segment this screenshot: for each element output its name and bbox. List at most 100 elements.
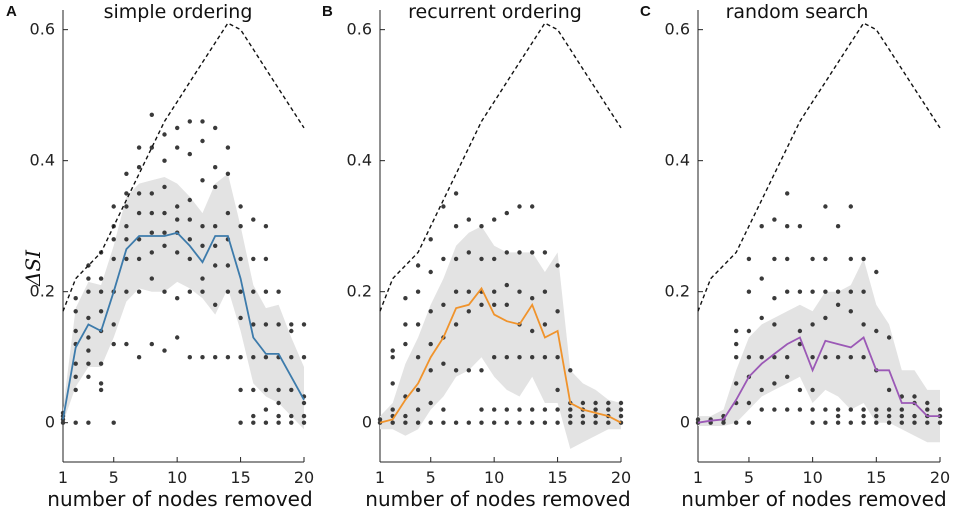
- scatter-point-a: [263, 407, 269, 412]
- scatter-point-a: [200, 276, 205, 281]
- scatter-point-c: [797, 407, 803, 412]
- scatter-point-a: [213, 125, 218, 131]
- scatter-point-c: [772, 381, 777, 386]
- scatter-point-c: [823, 204, 828, 209]
- y-tick-label-b: 0.4: [347, 151, 372, 170]
- scatter-point-a: [238, 204, 243, 209]
- scatter-point-c: [797, 224, 803, 229]
- x-tick-label-b: 15: [547, 468, 567, 487]
- scatter-point-b: [517, 289, 522, 294]
- scatter-point-c: [772, 256, 777, 262]
- scatter-point-b: [504, 282, 509, 288]
- scatter-point-a: [162, 289, 167, 294]
- x-tick-label-b: 10: [484, 468, 504, 487]
- max-dashed-line-b: [379, 22, 622, 312]
- scatter-point-b: [618, 413, 624, 419]
- scatter-point-a: [136, 145, 142, 150]
- scatter-point-b: [479, 420, 484, 425]
- scatter-point-a: [213, 263, 218, 268]
- scatter-point-c: [759, 276, 764, 281]
- scatter-point-c: [721, 420, 726, 425]
- scatter-point-b: [390, 407, 395, 412]
- scatter-point-b: [377, 417, 383, 422]
- scatter-point-b: [479, 368, 484, 373]
- scatter-point-b: [453, 256, 459, 262]
- scatter-point-a: [111, 256, 116, 262]
- scatter-point-a: [124, 289, 129, 294]
- scatter-point-a: [162, 210, 167, 216]
- scatter-point-a: [263, 420, 269, 425]
- scatter-point-a: [225, 263, 231, 268]
- scatter-point-b: [492, 217, 497, 222]
- scatter-point-a: [187, 256, 192, 262]
- y-tick-label-a: 0.6: [30, 20, 55, 39]
- scatter-point-a: [213, 224, 218, 229]
- scatter-point-b: [428, 237, 433, 242]
- scatter-point-b: [403, 420, 408, 425]
- scatter-point-c: [746, 400, 752, 406]
- scatter-point-c: [861, 420, 866, 425]
- scatter-point-c: [823, 315, 828, 321]
- scatter-point-a: [289, 322, 294, 327]
- scatter-point-a: [238, 387, 243, 393]
- scatter-point-a: [238, 315, 243, 321]
- scatter-point-c: [861, 322, 866, 327]
- scatter-point-b: [492, 302, 497, 307]
- scatter-point-b: [606, 420, 611, 425]
- scatter-point-c: [848, 204, 853, 209]
- scatter-point-a: [289, 387, 294, 393]
- scatter-point-b: [555, 309, 560, 314]
- scatter-point-c: [848, 407, 853, 412]
- scatter-point-b: [415, 420, 421, 425]
- scatter-point-b: [504, 407, 509, 412]
- scatter-point-a: [111, 341, 116, 347]
- scatter-point-c: [886, 387, 892, 393]
- scatter-point-c: [746, 289, 752, 294]
- scatter-point-c: [734, 420, 739, 425]
- scatter-point-b: [453, 289, 459, 294]
- scatter-point-c: [886, 413, 892, 419]
- scatter-point-b: [530, 420, 535, 425]
- scatter-point-b: [542, 289, 548, 294]
- scatter-point-c: [810, 289, 815, 294]
- scatter-point-c: [823, 289, 828, 294]
- scatter-point-a: [213, 243, 218, 248]
- panel-letter-c: C: [640, 3, 651, 20]
- scatter-point-a: [200, 178, 205, 183]
- scatter-point-b: [555, 355, 560, 360]
- scatter-point-b: [492, 355, 497, 360]
- scatter-point-c: [835, 413, 841, 419]
- scatter-point-a: [289, 355, 294, 360]
- scatter-point-b: [466, 250, 471, 255]
- scatter-point-a: [124, 341, 129, 347]
- scatter-point-b: [428, 269, 433, 275]
- scatter-point-a: [251, 322, 256, 327]
- scatter-point-c: [848, 256, 853, 262]
- scatter-point-a: [263, 387, 269, 393]
- scatter-point-c: [899, 420, 904, 425]
- scatter-point-a: [136, 256, 142, 262]
- scatter-point-b: [492, 256, 497, 262]
- scatter-point-a: [225, 171, 231, 176]
- scatter-point-b: [580, 400, 586, 406]
- scatter-point-c: [823, 355, 828, 360]
- scatter-point-b: [441, 302, 446, 307]
- scatter-point-b: [492, 420, 497, 425]
- scatter-point-c: [886, 407, 892, 412]
- scatter-point-a: [136, 210, 142, 216]
- scatter-point-a: [213, 355, 218, 360]
- scatter-point-b: [568, 368, 573, 373]
- scatter-point-a: [200, 355, 205, 360]
- x-tick-label-c: 20: [930, 468, 950, 487]
- scatter-point-a: [225, 145, 231, 150]
- mean-line-b: [379, 286, 622, 424]
- x-axis-label-a: number of nodes removed: [47, 487, 312, 511]
- max-dashed-line-c: [697, 22, 941, 312]
- scatter-point-a: [263, 289, 269, 294]
- scatter-point-a: [98, 289, 104, 294]
- scatter-point-a: [149, 250, 154, 255]
- scatter-point-a: [86, 335, 91, 340]
- scatter-point-a: [73, 309, 78, 314]
